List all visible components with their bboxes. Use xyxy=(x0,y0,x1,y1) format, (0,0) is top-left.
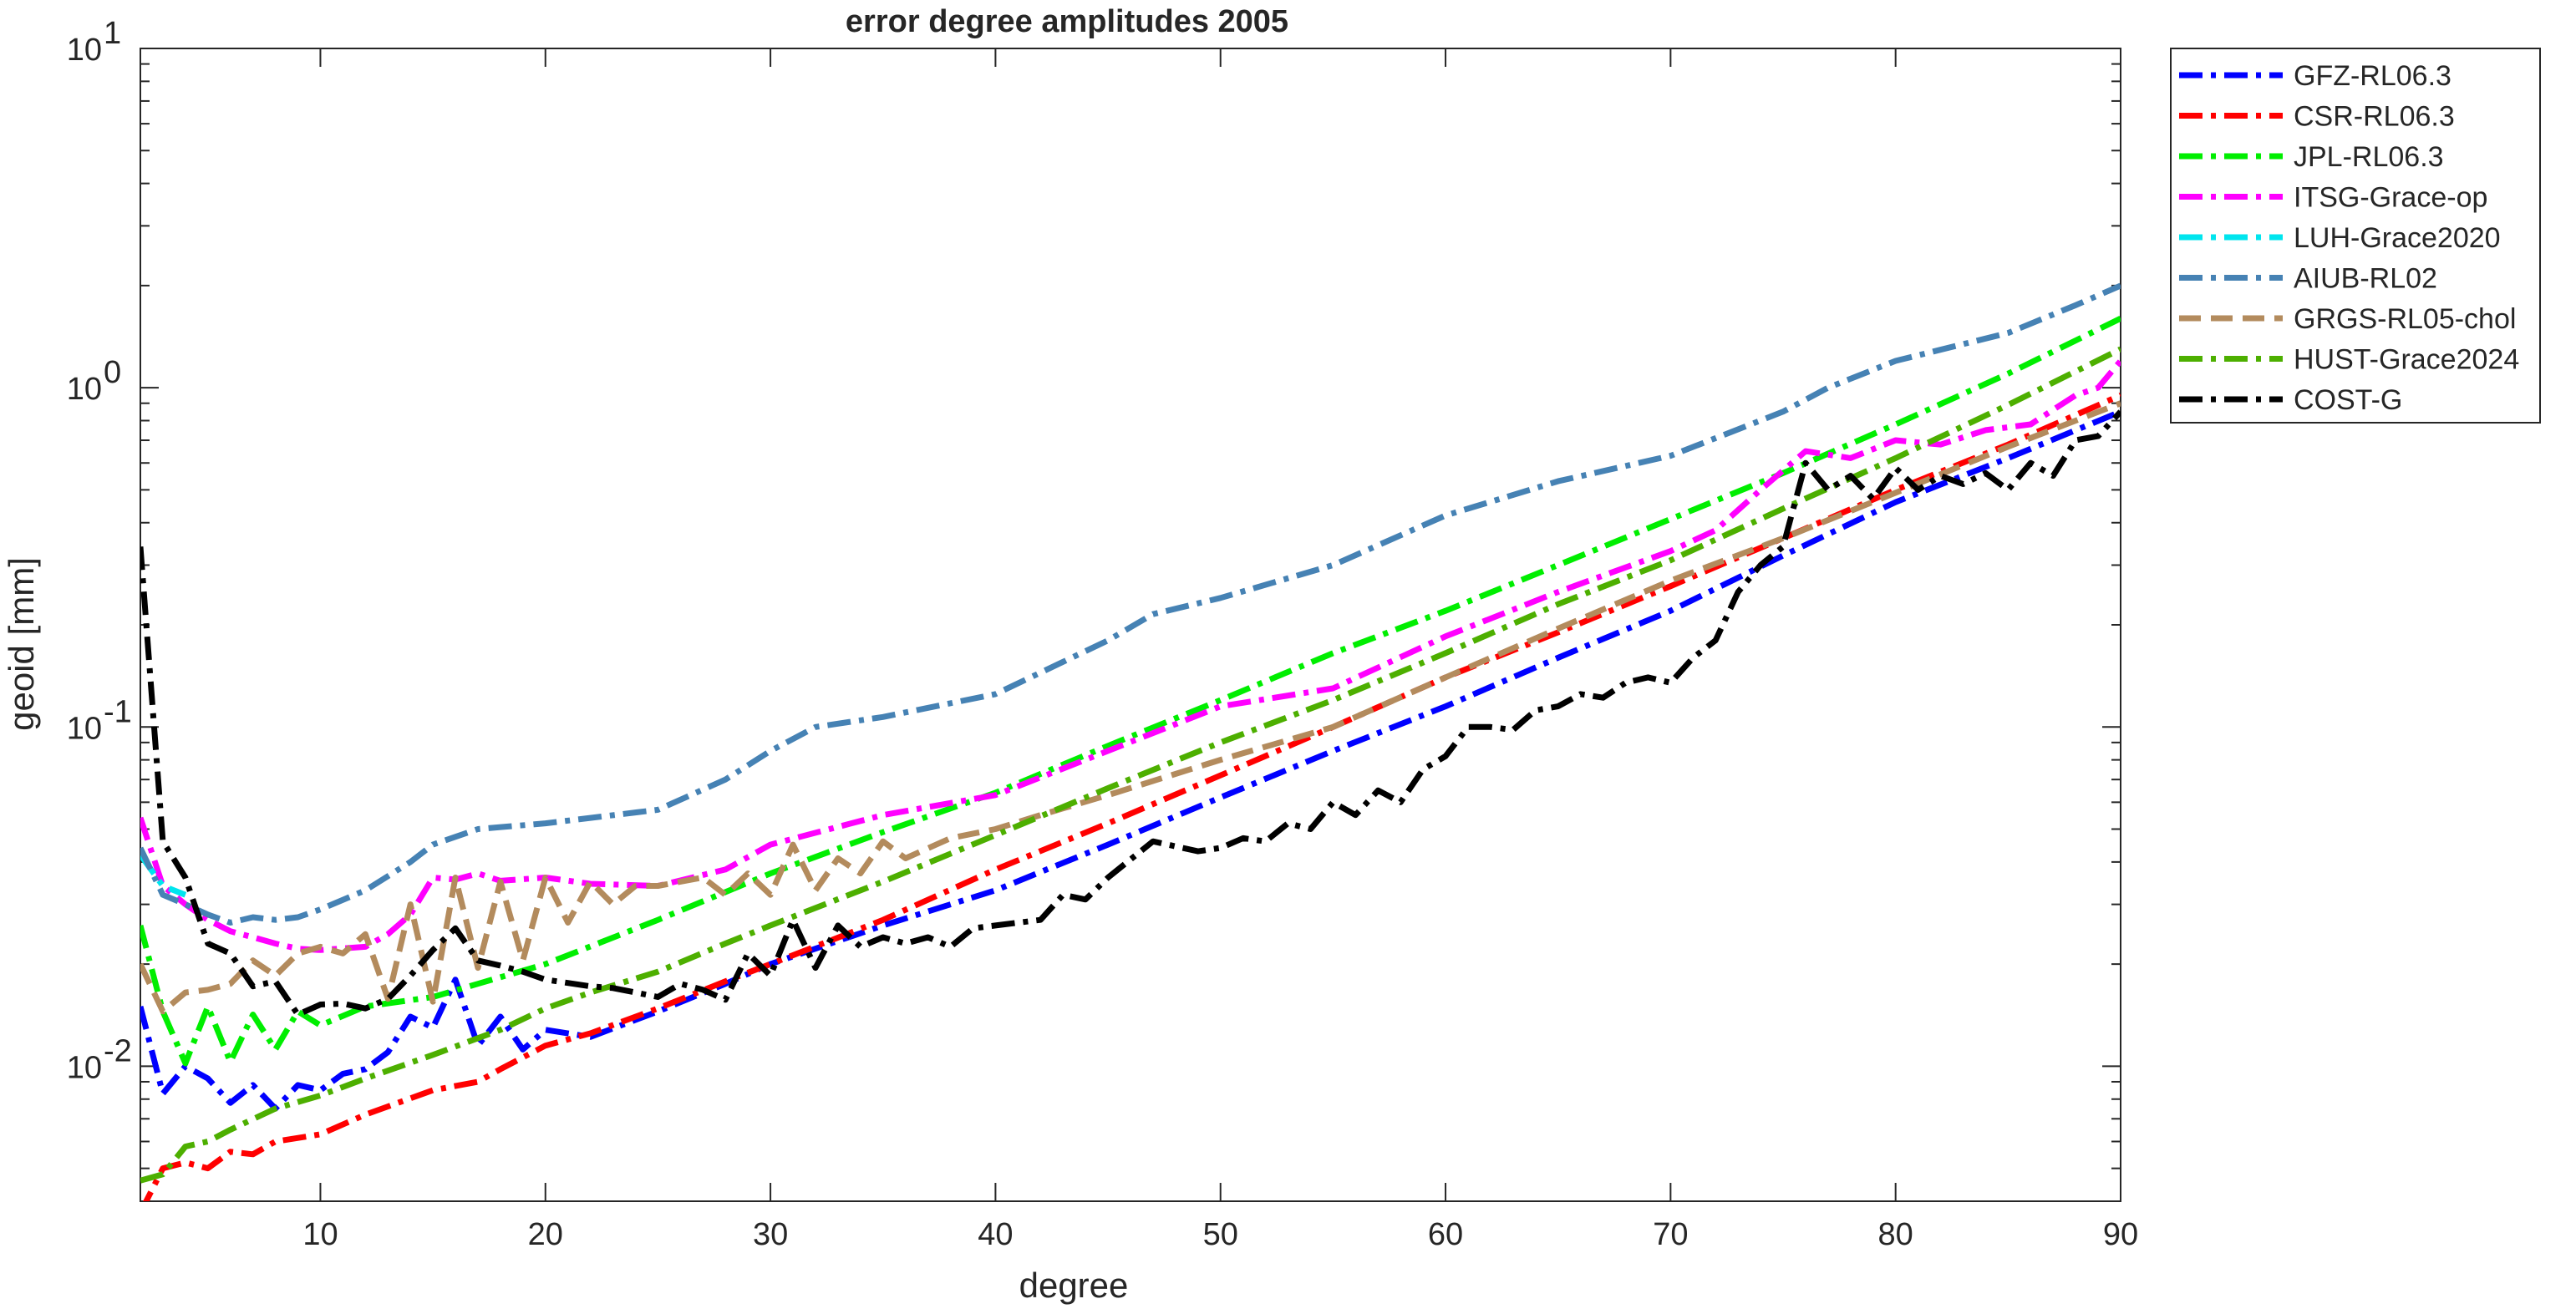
legend-label: HUST-Grace2024 xyxy=(2294,344,2519,376)
x-tick-label: 90 xyxy=(2103,1217,2138,1252)
y-tick-label-base: 10 xyxy=(67,372,102,407)
series-layer xyxy=(140,282,2121,1201)
y-tick-label: 10 -1 xyxy=(67,694,132,746)
x-axis-label: degree xyxy=(1019,1266,1129,1305)
legend-label: GFZ-RL06.3 xyxy=(2294,60,2452,92)
series-line-hust-grace2024 xyxy=(140,346,2121,1184)
series-line-csr-rl06-3 xyxy=(143,392,2121,1201)
x-tick-label: 40 xyxy=(978,1217,1013,1252)
y-tick-label-base: 10 xyxy=(67,711,102,746)
y-tick-label: 10 1 xyxy=(67,16,121,68)
x-tick-label: 50 xyxy=(1203,1217,1238,1252)
y-tick-label-exponent: 0 xyxy=(104,355,121,390)
series-line-gfz-rl06-3 xyxy=(140,408,2121,1112)
series-line-cost-g xyxy=(140,409,2121,1017)
x-tick-labels: 10 20 30 40 50 60 70 80 90 xyxy=(302,1217,2138,1252)
y-tick-label-exponent: -1 xyxy=(104,694,132,729)
y-axis-label: geoid [mm] xyxy=(2,557,41,731)
legend-label: CSR-RL06.3 xyxy=(2294,101,2455,133)
x-tick-label: 20 xyxy=(528,1217,563,1252)
legend-label: ITSG-Grace-op xyxy=(2294,182,2487,214)
x-tick-label: 10 xyxy=(302,1217,338,1252)
series-line-aiub-rl02 xyxy=(140,282,2121,926)
x-tick-label: 30 xyxy=(753,1217,788,1252)
x-tick-label: 70 xyxy=(1653,1217,1688,1252)
legend-label: LUH-Grace2020 xyxy=(2294,222,2501,254)
y-tick-label-base: 10 xyxy=(67,1050,102,1085)
x-tick-label: 60 xyxy=(1428,1217,1463,1252)
x-tick-label: 80 xyxy=(1878,1217,1913,1252)
y-tick-label: 10 -2 xyxy=(67,1033,132,1085)
y-tick-label-exponent: 1 xyxy=(104,16,121,51)
legend-label: GRGS-RL05-chol xyxy=(2294,303,2516,335)
chart-title: error degree amplitudes 2005 xyxy=(846,4,1288,39)
legend-label: AIUB-RL02 xyxy=(2294,263,2437,295)
series-line-jpl-rl06-3 xyxy=(140,316,2121,1067)
y-tick-label: 10 0 xyxy=(67,355,121,407)
series-line-grgs-rl05-chol xyxy=(140,400,2121,1015)
legend-label: JPL-RL06.3 xyxy=(2294,141,2444,173)
y-tick-label-base: 10 xyxy=(67,33,102,68)
legend: GFZ-RL06.3 CSR-RL06.3 JPL-RL06.3 ITSG-Grace… xyxy=(2170,48,2541,424)
series-line-itsg-grace-op xyxy=(140,358,2121,953)
y-tick-label-exponent: -2 xyxy=(104,1033,132,1068)
legend-label: COST-G xyxy=(2294,384,2402,416)
